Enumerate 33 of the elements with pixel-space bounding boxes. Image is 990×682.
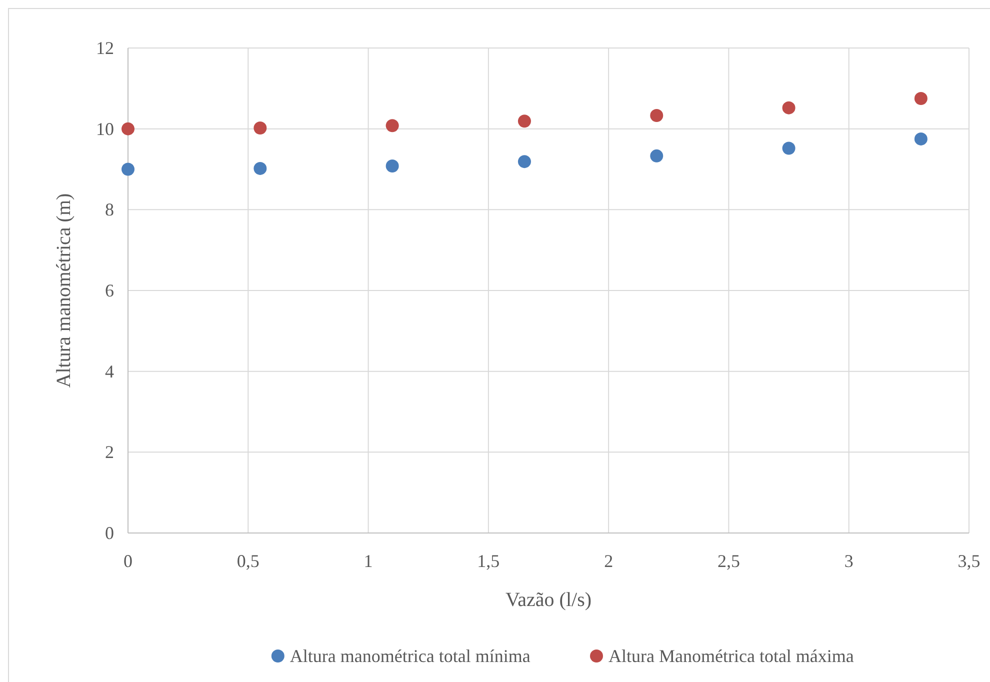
y-tick-label: 8 [105, 200, 114, 220]
point [254, 162, 267, 175]
y-tick-label: 2 [105, 442, 114, 462]
legend-label: Altura manométrica total mínima [290, 646, 530, 666]
x-tick-label: 2,5 [717, 551, 740, 571]
point [518, 155, 531, 168]
point [122, 162, 134, 176]
point [782, 101, 796, 114]
point [914, 132, 928, 146]
point [386, 119, 399, 132]
point [782, 142, 796, 155]
point [914, 92, 928, 106]
x-tick-label: 0,5 [236, 551, 260, 571]
x-tick-label: 1 [364, 551, 373, 571]
point [254, 122, 267, 135]
y-tick-label: 10 [96, 118, 114, 139]
x-tick-label: 0 [124, 551, 132, 571]
point [650, 108, 664, 122]
legend-label: Altura Manométrica total máxima [608, 646, 854, 666]
point [122, 122, 134, 136]
y-tick-label: 12 [96, 38, 114, 58]
y-tick-label: 6 [105, 280, 114, 300]
x-axis-title: Vazão (l/s) [505, 589, 592, 611]
x-tick-label: 1,5 [477, 551, 500, 571]
x-tick-label: 2 [604, 551, 614, 571]
point [518, 114, 531, 128]
x-tick-label: 3 [844, 551, 854, 571]
y-tick-label: 0 [105, 523, 114, 543]
point [386, 160, 399, 173]
y-axis-title: Altura manométrica (m) [53, 193, 75, 388]
x-tick-label: 3,5 [958, 551, 980, 571]
y-tick-label: 4 [105, 361, 114, 382]
point [650, 149, 664, 162]
